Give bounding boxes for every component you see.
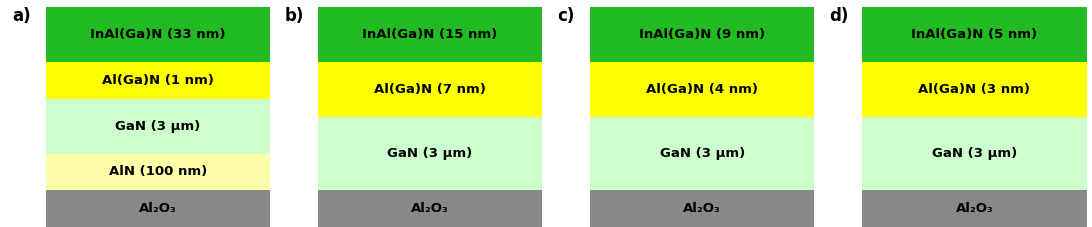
Bar bbox=[46, 99, 270, 154]
Text: b): b) bbox=[285, 7, 305, 25]
Bar bbox=[863, 117, 1087, 190]
Bar bbox=[46, 190, 270, 227]
Bar bbox=[590, 62, 815, 117]
Text: InAl(Ga)N (5 nm): InAl(Ga)N (5 nm) bbox=[912, 28, 1037, 41]
Text: Al(Ga)N (1 nm): Al(Ga)N (1 nm) bbox=[102, 74, 214, 87]
Bar bbox=[863, 62, 1087, 117]
Bar bbox=[46, 7, 270, 62]
Bar bbox=[318, 7, 542, 62]
Text: InAl(Ga)N (15 nm): InAl(Ga)N (15 nm) bbox=[363, 28, 498, 41]
Text: InAl(Ga)N (33 nm): InAl(Ga)N (33 nm) bbox=[91, 28, 226, 41]
Bar bbox=[590, 7, 815, 62]
Text: Al₂O₃: Al₂O₃ bbox=[139, 202, 177, 215]
Bar bbox=[590, 190, 815, 227]
Bar bbox=[863, 190, 1087, 227]
Text: GaN (3 μm): GaN (3 μm) bbox=[660, 147, 745, 160]
Text: Al₂O₃: Al₂O₃ bbox=[956, 202, 994, 215]
Text: Al(Ga)N (4 nm): Al(Ga)N (4 nm) bbox=[646, 83, 758, 96]
Text: InAl(Ga)N (9 nm): InAl(Ga)N (9 nm) bbox=[639, 28, 765, 41]
Bar bbox=[318, 62, 542, 117]
Text: Al₂O₃: Al₂O₃ bbox=[412, 202, 449, 215]
Bar bbox=[863, 7, 1087, 62]
Text: Al₂O₃: Al₂O₃ bbox=[684, 202, 721, 215]
Bar bbox=[318, 117, 542, 190]
Text: GaN (3 μm): GaN (3 μm) bbox=[388, 147, 473, 160]
Bar bbox=[318, 190, 542, 227]
Text: GaN (3 μm): GaN (3 μm) bbox=[116, 120, 201, 133]
Bar bbox=[46, 154, 270, 190]
Text: AlN (100 nm): AlN (100 nm) bbox=[109, 165, 207, 178]
Bar bbox=[46, 62, 270, 99]
Text: Al(Ga)N (3 nm): Al(Ga)N (3 nm) bbox=[918, 83, 1031, 96]
Text: Al(Ga)N (7 nm): Al(Ga)N (7 nm) bbox=[375, 83, 486, 96]
Text: d): d) bbox=[829, 7, 848, 25]
Text: GaN (3 μm): GaN (3 μm) bbox=[931, 147, 1017, 160]
Bar bbox=[590, 117, 815, 190]
Text: a): a) bbox=[13, 7, 32, 25]
Text: c): c) bbox=[557, 7, 574, 25]
